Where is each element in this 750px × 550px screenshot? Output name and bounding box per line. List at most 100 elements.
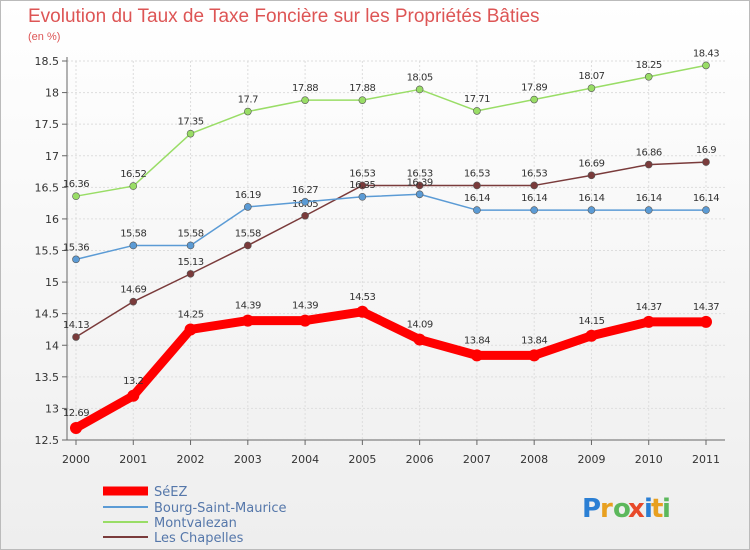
data-point <box>644 206 653 214</box>
y-tick-label: 15.5 <box>35 245 60 258</box>
data-label: 15.13 <box>177 257 203 268</box>
data-point <box>72 255 80 264</box>
data-point <box>415 85 424 94</box>
data-point <box>413 333 426 346</box>
y-tick-label: 12.5 <box>35 434 60 447</box>
data-label: 16.14 <box>636 193 662 204</box>
data-point <box>184 323 197 336</box>
y-tick-label: 15 <box>45 276 59 289</box>
data-point <box>301 211 309 220</box>
data-point <box>72 192 80 200</box>
data-point <box>244 107 252 116</box>
data-label: 16.14 <box>693 193 719 204</box>
series-line-2 <box>75 64 707 197</box>
data-label: 16.35 <box>349 180 375 191</box>
data-point <box>528 349 541 362</box>
data-point <box>241 314 254 327</box>
data-point <box>470 349 483 362</box>
data-point <box>587 84 596 92</box>
data-point <box>644 72 653 81</box>
data-label: 14.13 <box>63 320 89 331</box>
data-point <box>702 61 710 70</box>
data-label: 16.53 <box>464 168 490 179</box>
data-label: 18.05 <box>407 72 433 83</box>
data-label: 16.19 <box>235 190 261 201</box>
data-label: 15.58 <box>235 228 261 239</box>
data-label: 16.14 <box>521 193 547 204</box>
y-tick-label: 16 <box>45 213 59 226</box>
data-point <box>702 158 710 166</box>
data-label: 16.27 <box>292 185 318 196</box>
x-tick-label: 2007 <box>463 453 491 466</box>
data-point <box>587 206 596 214</box>
y-tick-label: 16.5 <box>35 181 60 194</box>
data-label: 16.14 <box>578 193 604 204</box>
data-point <box>129 182 138 190</box>
data-label: 17.7 <box>238 95 258 106</box>
chart-subtitle: (en %) <box>28 31 60 43</box>
data-point <box>301 96 309 104</box>
data-label: 17.71 <box>464 94 490 105</box>
data-point <box>700 315 712 328</box>
data-point <box>358 193 367 201</box>
data-label: 15.36 <box>63 242 89 253</box>
data-label: 14.37 <box>636 302 662 313</box>
data-label: 12.69 <box>63 408 89 419</box>
data-label: 13.84 <box>521 335 547 346</box>
data-label: 14.69 <box>120 285 146 296</box>
data-point <box>473 107 481 115</box>
data-point <box>702 206 710 214</box>
data-label: 15.58 <box>177 228 203 239</box>
data-point <box>299 314 312 327</box>
data-label: 16.9 <box>696 145 716 156</box>
logo-letter: i <box>644 494 653 524</box>
data-point <box>358 181 367 190</box>
legend-label: Les Chapelles <box>154 531 244 546</box>
data-point <box>587 171 596 180</box>
data-label: 18.43 <box>693 48 719 59</box>
data-point <box>129 297 138 306</box>
x-tick-label: 2003 <box>234 453 262 466</box>
logo-letter: x <box>628 494 645 524</box>
data-label: 16.53 <box>349 168 375 179</box>
data-label: 17.88 <box>349 83 375 94</box>
y-tick-label: 17 <box>45 150 59 163</box>
y-tick-label: 18.5 <box>35 55 60 68</box>
data-point <box>530 206 538 214</box>
x-tick-label: 2008 <box>520 453 548 466</box>
proxiti-logo: Pr ox iti <box>582 494 671 524</box>
data-label: 16.52 <box>120 169 146 180</box>
plot-area: 12.5 13 13.5 14 14.5 15 15.5 16 16.5 17 17.5 18 18.5… <box>35 48 725 466</box>
logo-letter: i <box>662 494 671 524</box>
data-point <box>642 315 655 328</box>
data-point <box>530 181 538 190</box>
data-label: 16.86 <box>636 148 662 159</box>
data-label: 16.39 <box>407 177 433 188</box>
x-tick-label: 2006 <box>406 453 434 466</box>
legend-label: Montvalezan <box>154 516 237 531</box>
data-label: 14.39 <box>292 301 318 312</box>
data-label: 14.39 <box>235 301 261 312</box>
data-label: 14.25 <box>177 309 203 320</box>
x-tick-label: 2002 <box>177 453 205 466</box>
data-point <box>70 421 82 434</box>
data-point <box>301 198 309 206</box>
y-tick-label: 13 <box>45 402 59 415</box>
series-line-3 <box>75 161 707 338</box>
x-tick-label: 2009 <box>577 453 605 466</box>
data-point <box>186 129 195 138</box>
x-tick-label: 2000 <box>62 453 90 466</box>
data-label: 16.53 <box>407 168 433 179</box>
logo-letter: t <box>651 494 663 524</box>
data-point <box>530 95 538 104</box>
y-tick-label: 13.5 <box>35 371 60 384</box>
logo-letter: o <box>613 494 631 524</box>
data-label: 18.25 <box>636 60 662 71</box>
data-point <box>473 181 481 190</box>
y-tick-label: 14 <box>45 339 59 352</box>
logo-letter: P <box>582 494 601 524</box>
chart-title: Evolution du Taux de Taxe Foncière sur l… <box>28 6 540 27</box>
